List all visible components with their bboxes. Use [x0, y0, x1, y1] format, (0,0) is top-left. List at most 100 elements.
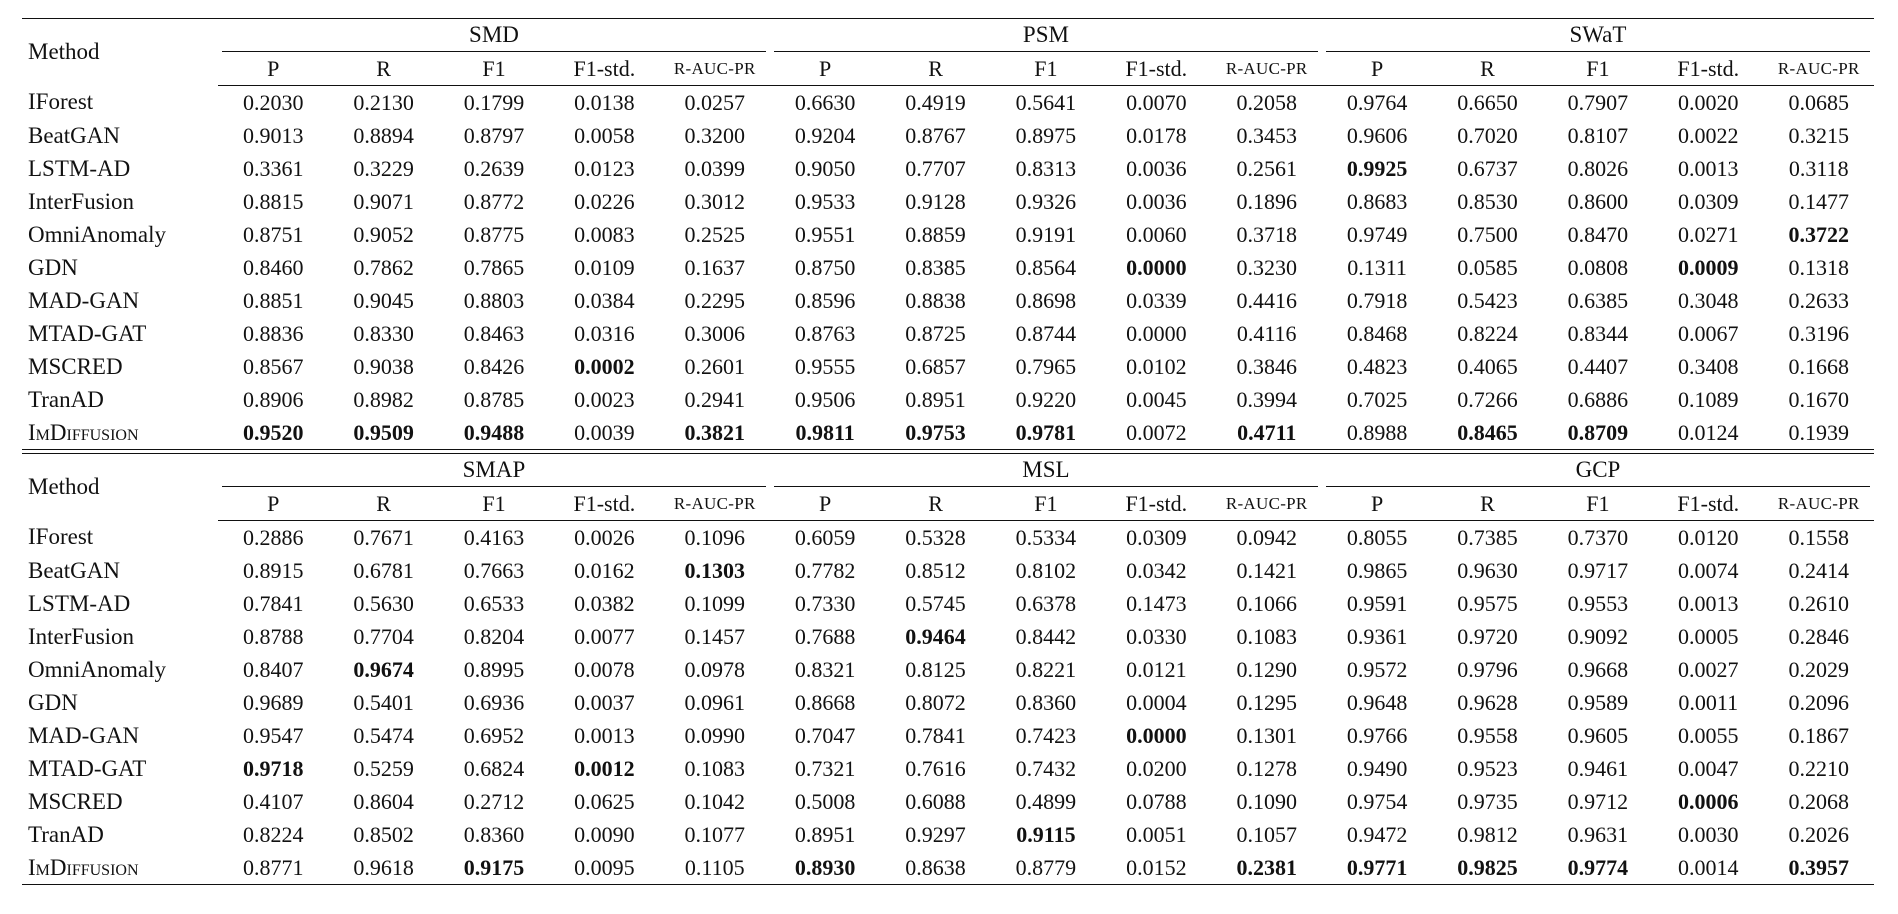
metric-value: 0.8468 [1346, 320, 1408, 346]
metric-value: 0.9520 [242, 419, 304, 445]
metric-value: 0.8788 [242, 623, 304, 649]
metric-value: 0.0152 [1126, 854, 1187, 880]
dataset-name: GCP [1325, 454, 1870, 487]
metric-value: 0.8313 [1015, 155, 1077, 181]
metric-value: 0.0027 [1678, 656, 1739, 682]
metric-value: 0.0030 [1678, 821, 1739, 847]
method-name: InterFusion [28, 188, 135, 214]
metric-value: 0.8512 [905, 557, 966, 583]
metric-header: F1-std. [1101, 52, 1212, 86]
method-name: TranAD [28, 386, 104, 412]
metric-value: 0.8775 [463, 221, 525, 247]
metric-value: 0.9052 [353, 221, 414, 247]
metric-value: 0.5630 [353, 590, 414, 616]
metric-value: 0.6952 [463, 722, 525, 748]
metric-value: 0.6630 [794, 89, 856, 115]
method-header: Method [28, 474, 100, 500]
method-name: BeatGAN [28, 122, 120, 148]
metric-value: 0.0200 [1126, 755, 1187, 781]
metrics-row: P R F1 F1-std. R-AUC-PR P R F1 F1-std. R-AUC-PR P R… [22, 487, 1874, 521]
metric-value: 0.9038 [353, 353, 414, 379]
metric-value: 0.4919 [905, 89, 966, 115]
table-body: IForest 0.2030 0.2130 0.1799 0.0138 0.0257 0.6… [22, 86, 1874, 450]
method-row: ImDiffusion 0.9520 0.9509 0.9488 0.0039 0.382… [22, 416, 1874, 450]
metric-value: 0.2610 [1788, 590, 1849, 616]
results-tables: Method SMD PSM SWaT P R F1 F1-std. R-AUC-PR P R F1 F… [22, 18, 1874, 885]
metric-header: R-AUC-PR [1763, 487, 1874, 521]
method-name: GDN [28, 689, 78, 715]
metric-value: 0.1867 [1788, 722, 1849, 748]
metric-value: 0.0961 [684, 689, 746, 715]
method-row: IForest 0.2886 0.7671 0.4163 0.0026 0.1096 0.6… [22, 521, 1874, 555]
metric-value: 0.2639 [463, 155, 525, 181]
metric-value: 0.1477 [1788, 188, 1849, 214]
metric-value: 0.8224 [242, 821, 304, 847]
method-name: LSTM-AD [28, 590, 131, 616]
metric-value: 0.7704 [353, 623, 414, 649]
method-name: IForest [28, 89, 94, 115]
metric-value: 0.8224 [1457, 320, 1518, 346]
dataset-name: SMAP [222, 454, 766, 487]
metric-value: 0.3012 [684, 188, 746, 214]
metric-value: 0.8995 [463, 656, 525, 682]
metric-value: 0.9506 [794, 386, 856, 412]
metric-value: 0.9591 [1346, 590, 1408, 616]
metric-value: 0.2846 [1788, 623, 1849, 649]
metric-value: 0.8055 [1346, 524, 1408, 550]
dataset-header-row: Method SMAP MSL GCP [22, 454, 1874, 499]
metric-value: 0.1099 [684, 590, 746, 616]
metric-value: 0.0020 [1678, 89, 1739, 115]
metric-value: 0.9551 [794, 221, 856, 247]
metric-value: 0.1668 [1788, 353, 1849, 379]
metric-value: 0.0382 [574, 590, 635, 616]
metric-value: 0.0316 [574, 320, 635, 346]
metric-value: 0.0036 [1126, 155, 1187, 181]
metric-value: 0.8596 [794, 287, 856, 313]
metric-value: 0.9488 [463, 419, 525, 445]
metric-value: 0.0808 [1567, 254, 1629, 280]
metric-header: R-AUC-PR [1763, 52, 1874, 86]
metric-value: 0.9668 [1567, 656, 1629, 682]
metric-value: 0.0399 [684, 155, 746, 181]
metric-value: 0.8698 [1015, 287, 1077, 313]
dataset-header-cell: SMAP [218, 454, 770, 487]
metric-value: 0.8725 [905, 320, 966, 346]
metric-value: 0.3230 [1236, 254, 1297, 280]
metric-value: 0.9533 [794, 188, 856, 214]
metric-value: 0.7841 [242, 590, 304, 616]
metric-header: P [769, 487, 881, 521]
metric-value: 0.6533 [463, 590, 525, 616]
metric-value: 0.7671 [353, 524, 414, 550]
metric-value: 0.0121 [1126, 656, 1187, 682]
metric-value: 0.9720 [1457, 623, 1518, 649]
metric-value: 0.8683 [1346, 188, 1408, 214]
metric-value: 0.9630 [1457, 557, 1518, 583]
metric-value: 0.3821 [684, 419, 746, 445]
metric-value: 0.8360 [1015, 689, 1077, 715]
metric-value: 0.5008 [794, 788, 856, 814]
metric-value: 0.1473 [1126, 590, 1187, 616]
metric-value: 0.0074 [1678, 557, 1739, 583]
metric-value: 0.2712 [463, 788, 525, 814]
method-name: TranAD [28, 821, 104, 847]
method-name: MSCRED [28, 788, 123, 814]
method-name: LSTM-AD [28, 155, 131, 181]
metric-value: 0.0060 [1126, 221, 1187, 247]
metric-value: 0.8815 [242, 188, 304, 214]
metric-value: 0.1670 [1788, 386, 1849, 412]
metric-value: 0.7266 [1457, 386, 1518, 412]
method-row: LSTM-AD 0.3361 0.3229 0.2639 0.0123 0.0399 0.9… [22, 152, 1874, 185]
metric-value: 0.2096 [1788, 689, 1849, 715]
metric-value: 0.0002 [574, 353, 635, 379]
method-row: MAD-GAN 0.9547 0.5474 0.6952 0.0013 0.0990 0.7… [22, 719, 1874, 752]
metric-value: 0.9749 [1346, 221, 1408, 247]
metric-value: 0.9781 [1015, 419, 1077, 445]
metric-value: 0.8744 [1015, 320, 1077, 346]
metric-value: 0.2029 [1788, 656, 1849, 682]
metric-value: 0.2414 [1788, 557, 1849, 583]
metric-value: 0.9472 [1346, 821, 1408, 847]
metric-value: 0.2633 [1788, 287, 1849, 313]
metric-value: 0.4107 [242, 788, 304, 814]
metric-value: 0.3048 [1678, 287, 1739, 313]
metric-header: P [769, 52, 881, 86]
